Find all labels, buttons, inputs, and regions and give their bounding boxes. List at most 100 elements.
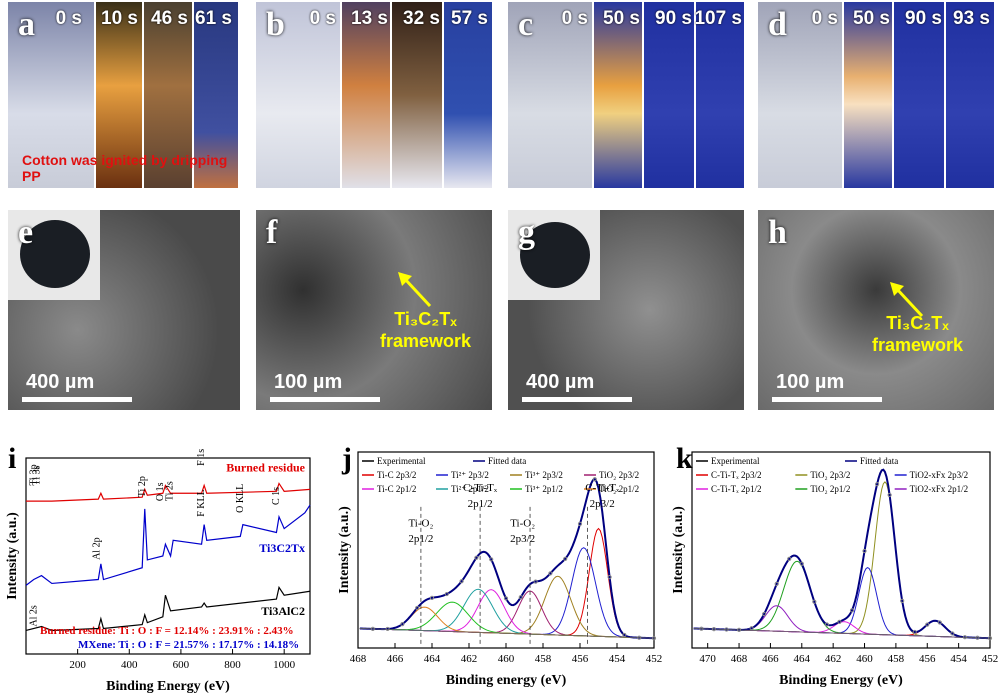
legend-label: TiO2-xFx 2p1/2 xyxy=(910,484,968,494)
series-line xyxy=(25,585,311,632)
x-tick-label: 466 xyxy=(762,653,779,665)
peak-label: Al 2s xyxy=(28,605,39,627)
framework-annotation: Ti₃C₂Tₓ framework xyxy=(380,308,471,352)
ignition-note: Cotton was ignited by dripping PP xyxy=(22,152,228,184)
peak-annotation: 2p3/2 xyxy=(590,498,615,510)
experimental-point xyxy=(900,598,905,603)
photo-b-2 xyxy=(392,2,442,188)
time-label: 90 s xyxy=(655,8,692,29)
legend-label: TiO₂ 2p3/2 xyxy=(810,470,850,480)
peak-label: Ti 3p xyxy=(28,464,39,485)
photo-c-0 xyxy=(508,2,592,188)
panel-label: b xyxy=(266,6,285,43)
x-axis-label: Binding Energy (eV) xyxy=(106,679,230,694)
legend-label: TiO₂ 2p1/2 xyxy=(810,484,850,494)
time-label: 46 s xyxy=(151,8,188,29)
xps-ti2p-chart-j: 468 466 464 462 460 458 456 454 452 Binding energ… xyxy=(337,442,663,688)
time-label: 50 s xyxy=(603,8,640,29)
panel-label: i xyxy=(8,442,16,475)
experimental-point xyxy=(459,579,464,584)
legend-label: Ti-C 2p1/2 xyxy=(377,484,416,494)
x-tick-label: 452 xyxy=(982,653,999,665)
experimental-point xyxy=(489,557,494,562)
time-label: 57 s xyxy=(451,8,488,29)
annotation-arrow xyxy=(398,272,432,308)
y-axis-label: Intensity (a.u.) xyxy=(337,506,352,594)
photo-d-1 xyxy=(844,2,892,188)
panel-label: g xyxy=(518,214,535,251)
series-label: Burned residue xyxy=(226,461,305,475)
series-line xyxy=(26,482,311,502)
scale-bar xyxy=(22,397,132,402)
experimental-point xyxy=(925,622,930,627)
x-tick-label: 458 xyxy=(888,653,905,665)
series-line xyxy=(25,504,311,586)
legend-label: C-Ti-Tₓ 2p3/2 xyxy=(711,470,762,480)
experimental-point xyxy=(415,605,420,611)
x-tick-label: 454 xyxy=(950,653,967,665)
x-tick-label: 470 xyxy=(699,653,716,665)
experimental-point xyxy=(862,548,867,554)
series-label: Ti3AlC2 xyxy=(261,604,305,618)
time-label: 107 s xyxy=(694,8,742,29)
photo-d-0 xyxy=(758,2,842,188)
legend-label: TiO₂ 2p3/2 xyxy=(599,470,639,480)
x-tick-label: 458 xyxy=(535,653,552,665)
experimental-point xyxy=(548,571,553,576)
experimental-point xyxy=(592,477,597,482)
xps-survey-chart: 200 400 600 800 1000 Binding Energy (eV) Inten… xyxy=(5,442,311,694)
experimental-point xyxy=(824,622,829,627)
x-tick-label: 400 xyxy=(121,659,138,671)
experimental-point xyxy=(837,619,842,624)
peak-annotation: Ti-O₂ xyxy=(510,517,535,529)
framework-annotation-line2: framework xyxy=(380,331,472,351)
x-tick-label: 600 xyxy=(173,659,190,671)
x-tick-label: 456 xyxy=(572,653,589,665)
experimental-point xyxy=(799,561,804,566)
peak-label: Ti 2s xyxy=(165,481,176,501)
experimental-point xyxy=(400,622,405,627)
experimental-point xyxy=(563,556,568,561)
experimental-point xyxy=(474,555,479,560)
panel-a: a 0 s 10 s 46 s 61 s Cotton was ignited … xyxy=(8,2,238,188)
annotation-arrow xyxy=(890,282,924,318)
framework-annotation-line2: framework xyxy=(872,335,964,355)
legend-label: Ti³⁺ 2p3/2 xyxy=(525,470,563,480)
sem-panel-e: e 400 µm xyxy=(8,210,240,410)
peak-label: O KLL xyxy=(235,484,246,513)
scale-text: 400 µm xyxy=(526,371,595,393)
sem-panel-h: h Ti₃C₂Tₓ framework 100 µm xyxy=(758,210,994,410)
photo-c-1 xyxy=(594,2,642,188)
peak-annotation: Ti-O₂ xyxy=(408,517,433,529)
pellet-disc xyxy=(20,220,90,288)
panel-label: a xyxy=(18,6,35,43)
experimental-point xyxy=(518,595,523,600)
peak-label: C 1s xyxy=(271,487,282,505)
experimental-point xyxy=(787,556,792,561)
experimental-point xyxy=(912,629,917,635)
photo-a-1 xyxy=(96,2,142,188)
legend-label: TiO2-xFx 2p3/2 xyxy=(910,470,968,480)
x-tick-label: 454 xyxy=(609,653,626,665)
time-label: 0 s xyxy=(561,8,588,29)
panel-label: k xyxy=(676,442,693,475)
x-tick-label: 200 xyxy=(69,659,86,671)
x-tick-label: 452 xyxy=(646,653,663,665)
legend-label: Ti-C 2p3/2 xyxy=(377,470,416,480)
x-tick-label: 1000 xyxy=(273,659,296,671)
baseline xyxy=(359,628,655,639)
legend-label: C-Ti-Tₓ 2p1/2 xyxy=(711,484,762,494)
legend-label: Experimental xyxy=(377,456,426,466)
composition-mxene: MXene: Ti : O : F = 21.57% : 17.17% : 14… xyxy=(78,639,299,651)
baseline xyxy=(693,628,991,639)
y-axis-label: Intensity (a.u.) xyxy=(671,506,686,594)
legend-label: Fitted data xyxy=(488,456,526,466)
experimental-point xyxy=(950,631,955,636)
experimental-point xyxy=(774,581,779,586)
pellet-photo-inset xyxy=(508,210,600,300)
panel-label: d xyxy=(768,6,787,43)
experimental-point xyxy=(812,599,817,604)
peak-label: F KLL xyxy=(196,489,207,517)
x-tick-label: 462 xyxy=(825,653,842,665)
experimental-point xyxy=(887,492,892,498)
